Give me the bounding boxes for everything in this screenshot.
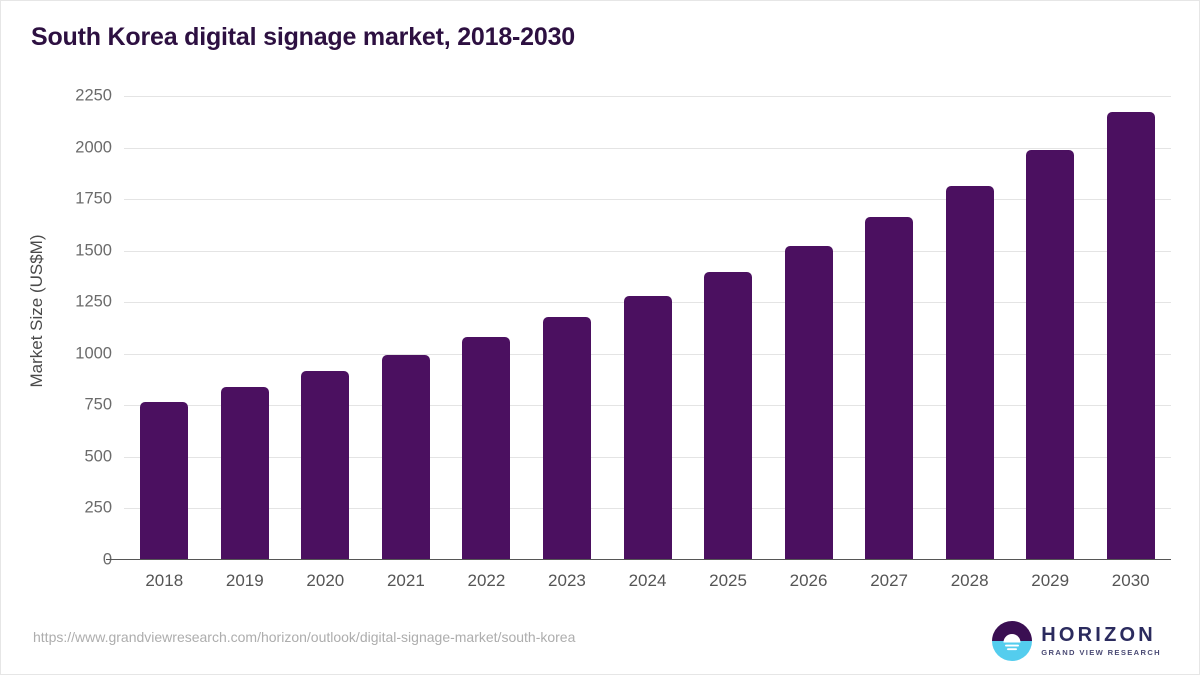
bar[interactable] [220,386,269,560]
y-tick-label: 500 [84,447,112,466]
y-tick-label: 2000 [75,138,112,157]
page-title: South Korea digital signage market, 2018… [31,23,575,51]
x-tick-label: 2029 [1031,571,1070,590]
y-tick-label: 750 [84,395,112,414]
y-tick-label: 1500 [75,241,112,260]
y-tick-label: 1000 [75,344,112,363]
bar[interactable] [623,296,672,560]
gridline [124,147,1171,149]
x-tick-label: 2026 [789,571,828,590]
x-tick-label: 2019 [225,571,264,590]
x-tick-label: 2028 [950,571,989,590]
y-tick-label: 1250 [75,292,112,311]
y-tick-label: 250 [84,498,112,517]
horizon-logo[interactable]: HORIZON GRAND VIEW RESEARCH [992,620,1161,662]
bar[interactable] [140,401,189,560]
x-tick-label: 2021 [386,571,425,590]
y-tick-label: 1750 [75,189,112,208]
bar-series [124,96,1171,560]
bar[interactable] [462,336,511,560]
bar[interactable] [945,185,994,560]
horizon-logo-text: HORIZON GRAND VIEW RESEARCH [1041,625,1161,657]
horizon-tagline: GRAND VIEW RESEARCH [1041,648,1161,658]
bar[interactable] [1026,150,1075,560]
x-tick-label: 2018 [145,571,184,590]
bar[interactable] [784,245,833,560]
source-url[interactable]: https://www.grandviewresearch.com/horizo… [33,629,576,645]
plot-area: 0250500750100012501500175020002250 [75,87,1171,569]
x-tick-label: 2024 [628,571,667,590]
x-tick-label: 2025 [709,571,747,590]
horizon-wordmark: HORIZON [1041,624,1156,647]
x-axis-tick-labels: 2018 2019 2020 2021 2022 2023 2024 2025 2026 2027… [124,571,1171,601]
x-tick-label: 2030 [1111,571,1150,590]
bar[interactable] [1106,112,1155,560]
bar[interactable] [381,355,430,560]
gridline [124,250,1171,252]
horizon-logo-icon [992,621,1033,661]
y-tick-label: 2250 [75,86,112,105]
x-tick-label: 2020 [306,571,345,590]
bar[interactable] [542,316,591,560]
x-tick-label: 2023 [548,571,586,590]
y-tick-label: 0 [0,551,112,570]
bar[interactable] [301,371,350,560]
x-axis-line [106,558,1171,560]
bar[interactable] [704,271,753,560]
gridline [124,199,1171,201]
bar[interactable] [865,216,914,560]
gridline [124,96,1171,97]
x-tick-label: 2027 [870,571,909,590]
x-tick-label: 2022 [467,571,506,590]
